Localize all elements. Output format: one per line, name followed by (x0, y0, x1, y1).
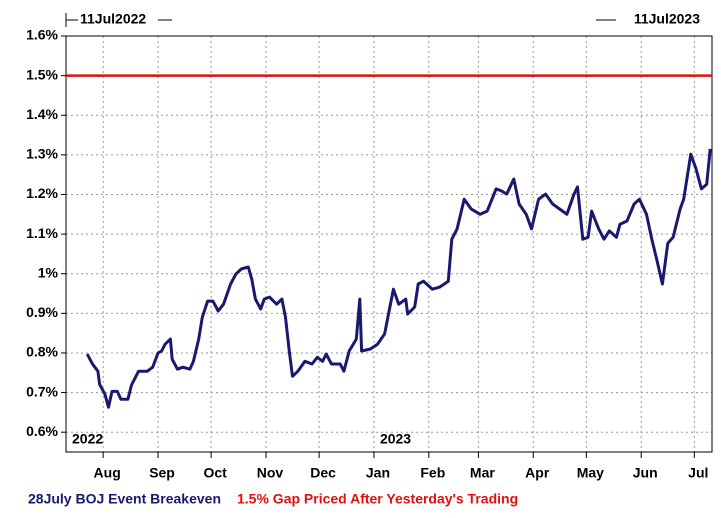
x-tick-label: Jul (688, 465, 708, 481)
y-tick-label: 0.9% (26, 304, 58, 320)
end-date-label: 11Jul2023 (634, 11, 700, 27)
x-tick-label: May (577, 465, 604, 481)
y-tick-label: 1% (38, 264, 59, 280)
start-date-label: 11Jul2022 (80, 11, 146, 27)
y-tick-label: 1.5% (26, 66, 58, 82)
y-tick-label: 1.1% (26, 225, 58, 241)
y-tick-label: 1.2% (26, 185, 58, 201)
legend-entry: 28July BOJ Event Breakeven (28, 491, 221, 507)
x-tick-label: Oct (203, 465, 227, 481)
plot-border (65, 35, 713, 453)
y-tick-label: 1.6% (26, 27, 58, 43)
y-tick-label: 0.6% (26, 423, 58, 439)
year-label: 2023 (380, 431, 411, 447)
x-tick-label: Aug (94, 465, 121, 481)
y-tick-label: 1.4% (26, 106, 58, 122)
x-tick-label: Nov (257, 465, 284, 481)
x-tick-label: Jan (366, 465, 390, 481)
y-tick-label: 0.7% (26, 383, 58, 399)
legend-entry: 1.5% Gap Priced After Yesterday's Tradin… (237, 491, 518, 507)
x-tick-label: Feb (420, 465, 445, 481)
y-tick-label: 0.8% (26, 344, 58, 360)
series-line (85, 148, 712, 409)
y-tick-label: 1.3% (26, 146, 58, 162)
x-tick-label: Mar (470, 465, 495, 481)
x-tick-label: Apr (525, 465, 550, 481)
x-tick-label: Dec (310, 465, 336, 481)
x-tick-label: Sep (149, 465, 175, 481)
x-tick-label: Jun (633, 465, 658, 481)
year-label: 2022 (72, 431, 103, 447)
